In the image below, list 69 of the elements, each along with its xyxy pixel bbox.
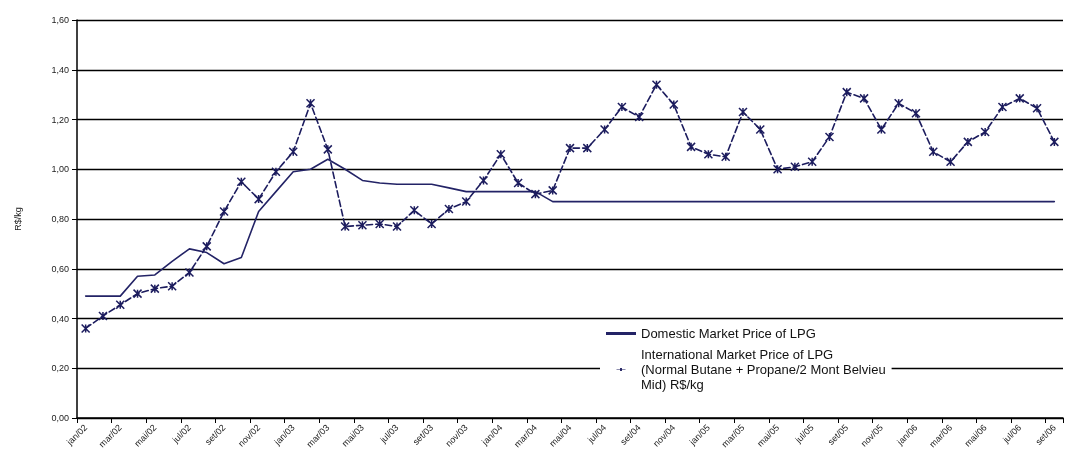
point	[893, 98, 904, 109]
point	[651, 79, 662, 90]
point	[1032, 103, 1042, 114]
point	[963, 137, 973, 147]
point	[617, 102, 627, 112]
point	[426, 219, 437, 229]
y-tick-label: 0,20	[51, 363, 69, 374]
point	[115, 300, 125, 310]
y-tick-label: 1,60	[51, 15, 69, 25]
point	[253, 194, 264, 204]
point	[807, 157, 817, 167]
point	[305, 98, 316, 109]
point	[409, 205, 420, 216]
point	[392, 221, 402, 232]
point	[1049, 137, 1060, 147]
point	[150, 283, 160, 294]
point	[997, 102, 1008, 112]
point	[132, 288, 143, 299]
point	[1015, 93, 1025, 104]
point	[634, 112, 644, 122]
point	[565, 143, 575, 153]
point	[374, 219, 385, 229]
point	[513, 178, 523, 188]
point	[236, 176, 247, 187]
point	[669, 99, 679, 110]
point	[184, 267, 195, 278]
point	[686, 142, 696, 152]
point	[703, 149, 714, 160]
legend-label: Domestic Market Price of LPG	[641, 326, 816, 341]
point	[928, 147, 939, 157]
point	[357, 220, 368, 230]
point	[790, 162, 800, 172]
y-tick-label: 0,00	[51, 413, 69, 423]
point	[530, 189, 541, 199]
point	[599, 124, 610, 135]
point	[340, 221, 350, 232]
point	[876, 124, 887, 135]
point	[323, 144, 333, 155]
point	[980, 127, 990, 137]
point	[859, 93, 869, 104]
point	[288, 147, 298, 157]
point	[201, 241, 212, 252]
y-axis-title: R$/kg	[12, 207, 23, 231]
point	[444, 204, 454, 214]
point	[842, 87, 852, 97]
point	[738, 107, 748, 117]
point	[98, 311, 108, 321]
point	[461, 196, 471, 207]
point	[824, 132, 835, 142]
y-tick-label: 1,00	[51, 164, 69, 175]
point	[478, 175, 489, 186]
point	[167, 281, 177, 291]
point	[720, 152, 731, 162]
point	[755, 124, 766, 135]
y-tick-label: 1,40	[51, 64, 69, 75]
point	[911, 108, 921, 119]
y-tick-label: 0,80	[51, 214, 69, 224]
legend-label: International Market Price of LPG (Normal Butane + Propane/2 Mont Belvieu Mid) R$/kg	[641, 347, 886, 392]
point	[219, 206, 229, 217]
point	[582, 143, 593, 153]
y-tick-label: 1,20	[51, 114, 69, 125]
point	[945, 157, 956, 167]
y-tick-label: 0,40	[51, 313, 69, 324]
y-tick-label: 0,60	[51, 263, 69, 274]
point	[80, 323, 91, 334]
point	[496, 149, 506, 160]
point	[547, 185, 558, 196]
point	[772, 164, 783, 174]
point	[271, 166, 281, 177]
